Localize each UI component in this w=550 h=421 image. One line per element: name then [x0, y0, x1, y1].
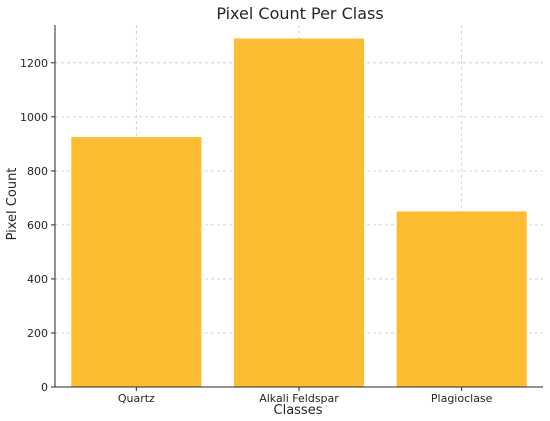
bar [396, 211, 527, 387]
y-axis-label: Pixel Count [5, 168, 20, 241]
y-tick-label: 1000 [20, 111, 48, 124]
x-tick-label: Plagioclase [431, 392, 493, 405]
y-tick-label: 400 [27, 273, 48, 286]
y-tick-label: 600 [27, 219, 48, 232]
bar [233, 38, 365, 388]
bars [71, 38, 527, 388]
x-axis-label: Classes [274, 403, 323, 418]
y-axis-ticks: 0 200 400 600 800 1000 1200 [20, 57, 55, 394]
x-tick-label: Quartz [118, 392, 155, 405]
y-tick-label: 200 [27, 327, 48, 340]
y-tick-label: 1200 [20, 57, 48, 70]
y-tick-label: 800 [27, 165, 48, 178]
y-tick-label: 0 [41, 381, 48, 394]
chart-title: Pixel Count Per Class [216, 4, 383, 23]
x-axis-ticks: Quartz Alkali Feldspar Plagioclase [118, 387, 493, 405]
bar [71, 137, 202, 387]
x-tick-label: Alkali Feldspar [259, 392, 339, 405]
